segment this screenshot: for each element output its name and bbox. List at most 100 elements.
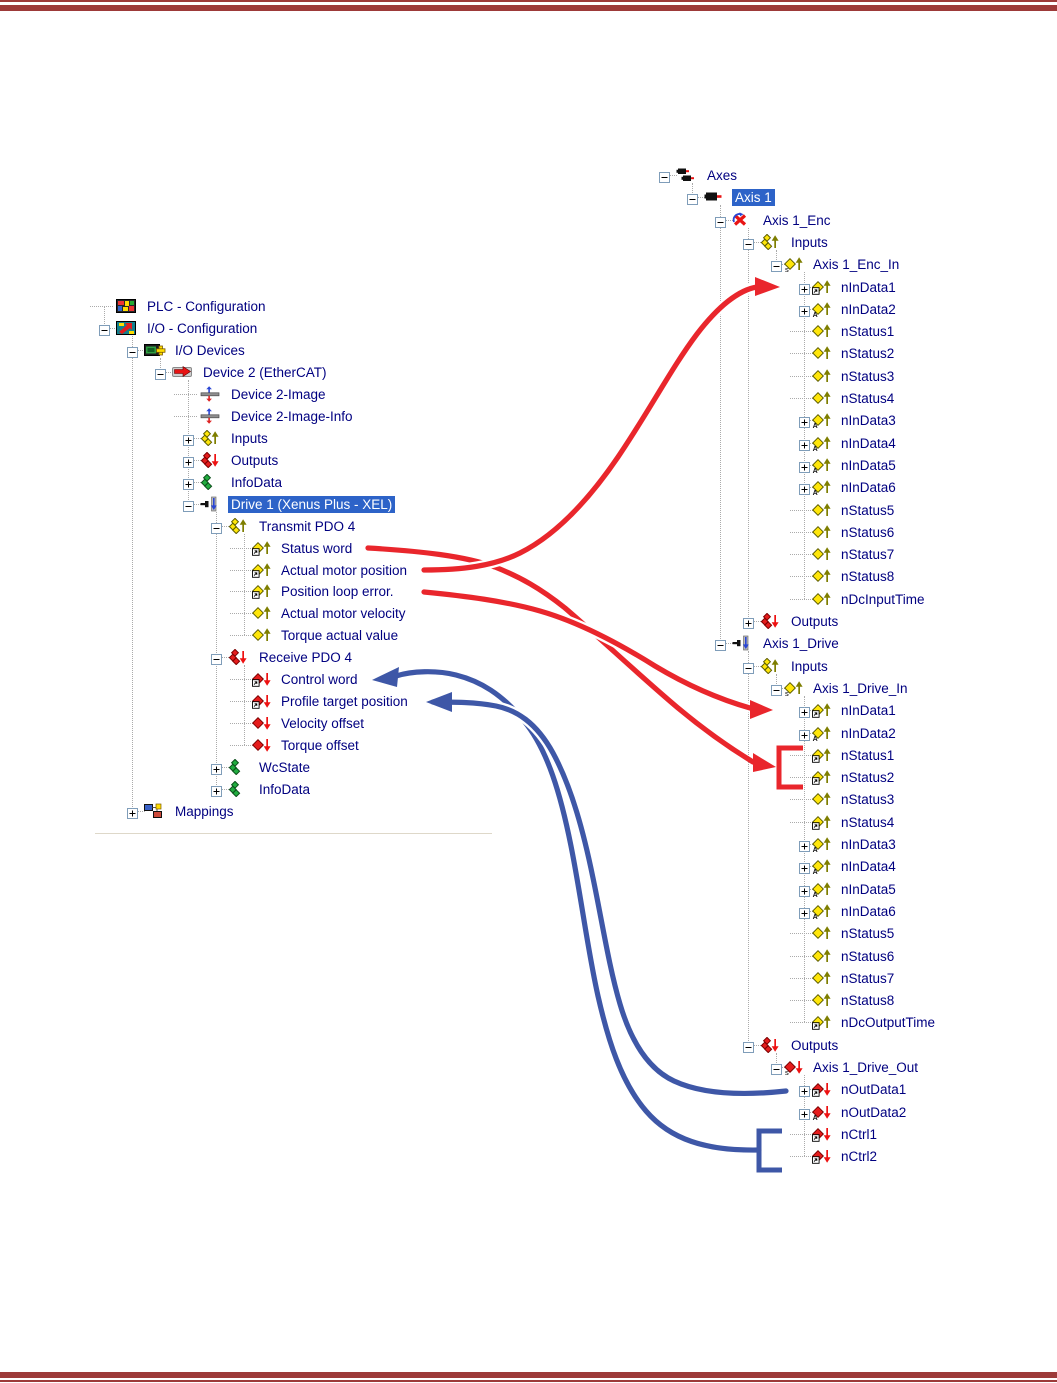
expander-minus-drive-1-xenus-plus-xel[interactable] xyxy=(183,499,194,512)
tree-item-axis-1-drive-out[interactable]: Axis 1_Drive_Out xyxy=(813,1060,919,1075)
expander-minus-axis-1-drive[interactable] xyxy=(715,638,726,651)
expander-plus-inputs[interactable] xyxy=(183,433,194,446)
tree-item-drive-1-xenus-plus-xel[interactable]: Drive 1 (Xenus Plus - XEL) xyxy=(228,496,396,513)
expander-plus-nindata2[interactable] xyxy=(799,304,810,317)
tree-item-nstatus3[interactable]: nStatus3 xyxy=(841,369,895,384)
tree-item-nindata3[interactable]: nInData3 xyxy=(841,413,896,428)
tree-item-ndcoutputtime[interactable]: nDcOutputTime xyxy=(841,1015,936,1030)
expander-minus-i-o-configuration[interactable] xyxy=(99,323,110,336)
expander-minus-receive-pdo-4[interactable] xyxy=(211,652,222,665)
tree-item-axis-1-enc-in[interactable]: Axis 1_Enc_In xyxy=(813,257,900,272)
expander-plus-wcstate[interactable] xyxy=(211,762,222,775)
tree-item-nstatus1[interactable]: nStatus1 xyxy=(841,324,895,339)
expander-plus-nindata6[interactable] xyxy=(799,482,810,495)
tree-item-infodata[interactable]: InfoData xyxy=(259,782,311,797)
tree-item-nindata4[interactable]: nInData4 xyxy=(841,859,896,874)
tree-item-nindata5[interactable]: nInData5 xyxy=(841,882,896,897)
expander-minus-transmit-pdo-4[interactable] xyxy=(211,521,222,534)
tree-item-nstatus5[interactable]: nStatus5 xyxy=(841,503,895,518)
tree-item-inputs[interactable]: Inputs xyxy=(791,235,828,250)
tree-item-nstatus4[interactable]: nStatus4 xyxy=(841,815,895,830)
tree-item-axis-1[interactable]: Axis 1 xyxy=(732,189,775,206)
tree-item-control-word[interactable]: Control word xyxy=(281,672,358,687)
tree-item-outputs[interactable]: Outputs xyxy=(791,614,839,629)
expander-plus-mappings[interactable] xyxy=(127,806,138,819)
tree-item-nindata4[interactable]: nInData4 xyxy=(841,436,896,451)
tree-item-noutdata1[interactable]: nOutData1 xyxy=(841,1082,907,1097)
tree-item-nindata2[interactable]: nInData2 xyxy=(841,726,896,741)
tree-item-mappings[interactable]: Mappings xyxy=(175,804,234,819)
tree-item-nstatus8[interactable]: nStatus8 xyxy=(841,569,895,584)
expander-plus-noutdata1[interactable] xyxy=(799,1084,810,1097)
tree-item-nindata3[interactable]: nInData3 xyxy=(841,837,896,852)
expander-plus-nindata1[interactable] xyxy=(799,282,810,295)
tree-item-nindata2[interactable]: nInData2 xyxy=(841,302,896,317)
tree-item-nstatus6[interactable]: nStatus6 xyxy=(841,949,895,964)
tree-item-nstatus4[interactable]: nStatus4 xyxy=(841,391,895,406)
expander-plus-outputs[interactable] xyxy=(183,455,194,468)
expander-minus-axes[interactable] xyxy=(659,170,670,183)
expander-minus-axis-1-drive-out[interactable] xyxy=(771,1062,782,1075)
tree-item-axes[interactable]: Axes xyxy=(707,168,738,183)
expander-plus-nindata5[interactable] xyxy=(799,884,810,897)
expander-plus-nindata6[interactable] xyxy=(799,906,810,919)
tree-item-ndcinputtime[interactable]: nDcInputTime xyxy=(841,592,925,607)
tree-item-device-2-ethercat[interactable]: Device 2 (EtherCAT) xyxy=(203,365,327,380)
tree-item-nstatus3[interactable]: nStatus3 xyxy=(841,792,895,807)
expander-plus-nindata1[interactable] xyxy=(799,705,810,718)
tree-item-infodata[interactable]: InfoData xyxy=(231,475,283,490)
tree-item-i-o-configuration[interactable]: I/O - Configuration xyxy=(147,321,258,336)
expander-plus-nindata4[interactable] xyxy=(799,438,810,451)
expander-minus-outputs[interactable] xyxy=(743,1040,754,1053)
tree-item-nindata5[interactable]: nInData5 xyxy=(841,458,896,473)
tree-item-receive-pdo-4[interactable]: Receive PDO 4 xyxy=(259,650,353,665)
tree-item-nstatus8[interactable]: nStatus8 xyxy=(841,993,895,1008)
expander-minus-axis-1-enc-in[interactable] xyxy=(771,259,782,272)
expander-minus-inputs[interactable] xyxy=(743,237,754,250)
tree-item-noutdata2[interactable]: nOutData2 xyxy=(841,1105,907,1120)
tree-item-nstatus7[interactable]: nStatus7 xyxy=(841,971,895,986)
expander-plus-nindata2[interactable] xyxy=(799,728,810,741)
tree-item-plc-configuration[interactable]: PLC - Configuration xyxy=(147,299,266,314)
tree-item-nindata6[interactable]: nInData6 xyxy=(841,904,896,919)
expander-plus-nindata3[interactable] xyxy=(799,415,810,428)
tree-item-device-2-image-info[interactable]: Device 2-Image-Info xyxy=(231,409,353,424)
tree-item-status-word[interactable]: Status word xyxy=(281,541,353,556)
tree-item-nstatus1[interactable]: nStatus1 xyxy=(841,748,895,763)
tree-item-velocity-offset[interactable]: Velocity offset xyxy=(281,716,365,731)
tree-item-i-o-devices[interactable]: I/O Devices xyxy=(175,343,245,358)
tree-item-outputs[interactable]: Outputs xyxy=(231,453,279,468)
expander-plus-nindata4[interactable] xyxy=(799,861,810,874)
tree-item-outputs[interactable]: Outputs xyxy=(791,1038,839,1053)
tree-item-nctrl1[interactable]: nCtrl1 xyxy=(841,1127,878,1142)
expander-minus-i-o-devices[interactable] xyxy=(127,345,138,358)
tree-item-inputs[interactable]: Inputs xyxy=(791,659,828,674)
expander-plus-infodata[interactable] xyxy=(183,477,194,490)
expander-plus-infodata[interactable] xyxy=(211,784,222,797)
tree-item-nstatus2[interactable]: nStatus2 xyxy=(841,770,895,785)
expander-minus-axis-1[interactable] xyxy=(687,192,698,205)
tree-item-nindata1[interactable]: nInData1 xyxy=(841,703,896,718)
tree-item-nstatus7[interactable]: nStatus7 xyxy=(841,547,895,562)
expander-minus-axis-1-drive-in[interactable] xyxy=(771,683,782,696)
tree-item-torque-offset[interactable]: Torque offset xyxy=(281,738,359,753)
tree-item-nstatus5[interactable]: nStatus5 xyxy=(841,926,895,941)
tree-item-nstatus6[interactable]: nStatus6 xyxy=(841,525,895,540)
expander-plus-outputs[interactable] xyxy=(743,616,754,629)
expander-minus-inputs[interactable] xyxy=(743,661,754,674)
tree-item-axis-1-drive[interactable]: Axis 1_Drive xyxy=(763,636,839,651)
expander-minus-device-2-ethercat[interactable] xyxy=(155,367,166,380)
expander-plus-nindata3[interactable] xyxy=(799,839,810,852)
tree-item-nindata1[interactable]: nInData1 xyxy=(841,280,896,295)
tree-item-axis-1-enc[interactable]: Axis 1_Enc xyxy=(763,213,831,228)
tree-item-nstatus2[interactable]: nStatus2 xyxy=(841,346,895,361)
tree-item-wcstate[interactable]: WcState xyxy=(259,760,311,775)
expander-plus-noutdata2[interactable] xyxy=(799,1107,810,1120)
expander-minus-axis-1-enc[interactable] xyxy=(715,215,726,228)
tree-item-nindata6[interactable]: nInData6 xyxy=(841,480,896,495)
tree-item-device-2-image[interactable]: Device 2-Image xyxy=(231,387,326,402)
tree-item-nctrl2[interactable]: nCtrl2 xyxy=(841,1149,878,1164)
tree-item-inputs[interactable]: Inputs xyxy=(231,431,268,446)
expander-plus-nindata5[interactable] xyxy=(799,460,810,473)
tree-item-transmit-pdo-4[interactable]: Transmit PDO 4 xyxy=(259,519,356,534)
